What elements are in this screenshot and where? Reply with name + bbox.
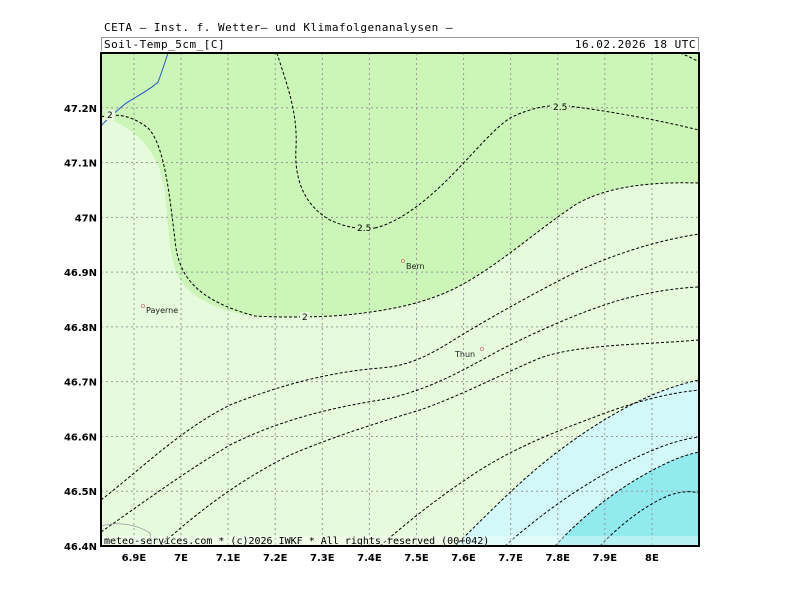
- lat-tick-label: 47.2N: [64, 104, 97, 115]
- contour-label: 2: [302, 313, 308, 323]
- lat-tick-label: 46.9N: [64, 268, 97, 279]
- contour-label: 2.5: [357, 224, 371, 234]
- lat-tick-label: 46.8N: [64, 323, 97, 334]
- footer-strip: [101, 536, 699, 546]
- lat-lon-grid: [101, 53, 699, 546]
- city-marker-bern: [400, 258, 405, 263]
- contour-2-5-west: [276, 53, 376, 230]
- lat-tick-label: 47N: [75, 213, 97, 224]
- lon-tick-label: 7.4E: [357, 553, 382, 564]
- band-0-5-to-1: [555, 452, 699, 546]
- city-label-thun: Thun: [454, 350, 475, 359]
- lon-tick-label: 7.5E: [404, 553, 429, 564]
- lat-tick-label: 46.5N: [64, 487, 97, 498]
- lat-axis-labels: 47.2N 47.1N 47N 46.9N 46.8N 46.7N 46.6N 46.5N 46…: [64, 104, 97, 553]
- title-bar: [101, 37, 699, 51]
- lon-tick-label: 7.2E: [263, 553, 288, 564]
- lon-tick-label: 7.9E: [593, 553, 618, 564]
- lon-tick-label: 6.9E: [122, 553, 147, 564]
- contour-lines: [101, 53, 699, 546]
- contour-0-5a: [454, 379, 699, 546]
- lon-axis-labels: 6.9E 7E 7.1E 7.2E 7.3E 7.4E 7.5E 7.6E 7.7E 7.8E 7.…: [122, 553, 659, 564]
- city-marker-payerne: [140, 303, 145, 308]
- lon-tick-label: 7.7E: [498, 553, 523, 564]
- contour-2-5-east: [374, 105, 699, 229]
- lon-tick-label: 7.8E: [545, 553, 570, 564]
- city-label-bern: Bern: [406, 262, 425, 271]
- lon-tick-label: 7.6E: [451, 553, 476, 564]
- chart-title: CETA — Inst. f. Wetter— und Klimafolgena…: [104, 21, 454, 34]
- contour-1-5b: [101, 286, 699, 533]
- border-line: [101, 523, 153, 546]
- city-marker-thun: [479, 346, 484, 351]
- lat-tick-label: 46.4N: [64, 542, 97, 553]
- map-frame: [100, 52, 700, 547]
- contour-labels: 2 2.5 2.5 2: [105, 102, 569, 323]
- lon-tick-label: 8E: [645, 553, 659, 564]
- lon-tick-label: 7E: [174, 553, 188, 564]
- lat-tick-label: 46.7N: [64, 378, 97, 389]
- contour-1: [159, 339, 699, 546]
- lon-tick-label: 7.1E: [216, 553, 241, 564]
- contour-label: 2: [107, 111, 113, 121]
- contour-2: [101, 114, 699, 318]
- city-label-payerne: Payerne: [146, 306, 178, 315]
- city-markers: Bern Payerne Thun: [140, 258, 484, 359]
- contour-0-5c: [554, 451, 699, 546]
- field-name: Soil-Temp_5cm_[C]: [104, 38, 226, 51]
- copyright-text: meteo-services.com * (c)2026 IWKF * All …: [104, 536, 489, 547]
- valid-time: 16.02.2026 18 UTC: [574, 38, 696, 51]
- contour-label: 2.5: [553, 103, 567, 113]
- contour-0-5d: [599, 491, 699, 546]
- contour-1-5: [101, 233, 699, 501]
- lon-tick-label: 7.3E: [310, 553, 335, 564]
- band-2-to-2-5: [101, 53, 699, 318]
- contour-1b: [379, 389, 699, 546]
- lat-tick-label: 46.6N: [64, 432, 97, 443]
- lat-tick-label: 47.1N: [64, 159, 97, 170]
